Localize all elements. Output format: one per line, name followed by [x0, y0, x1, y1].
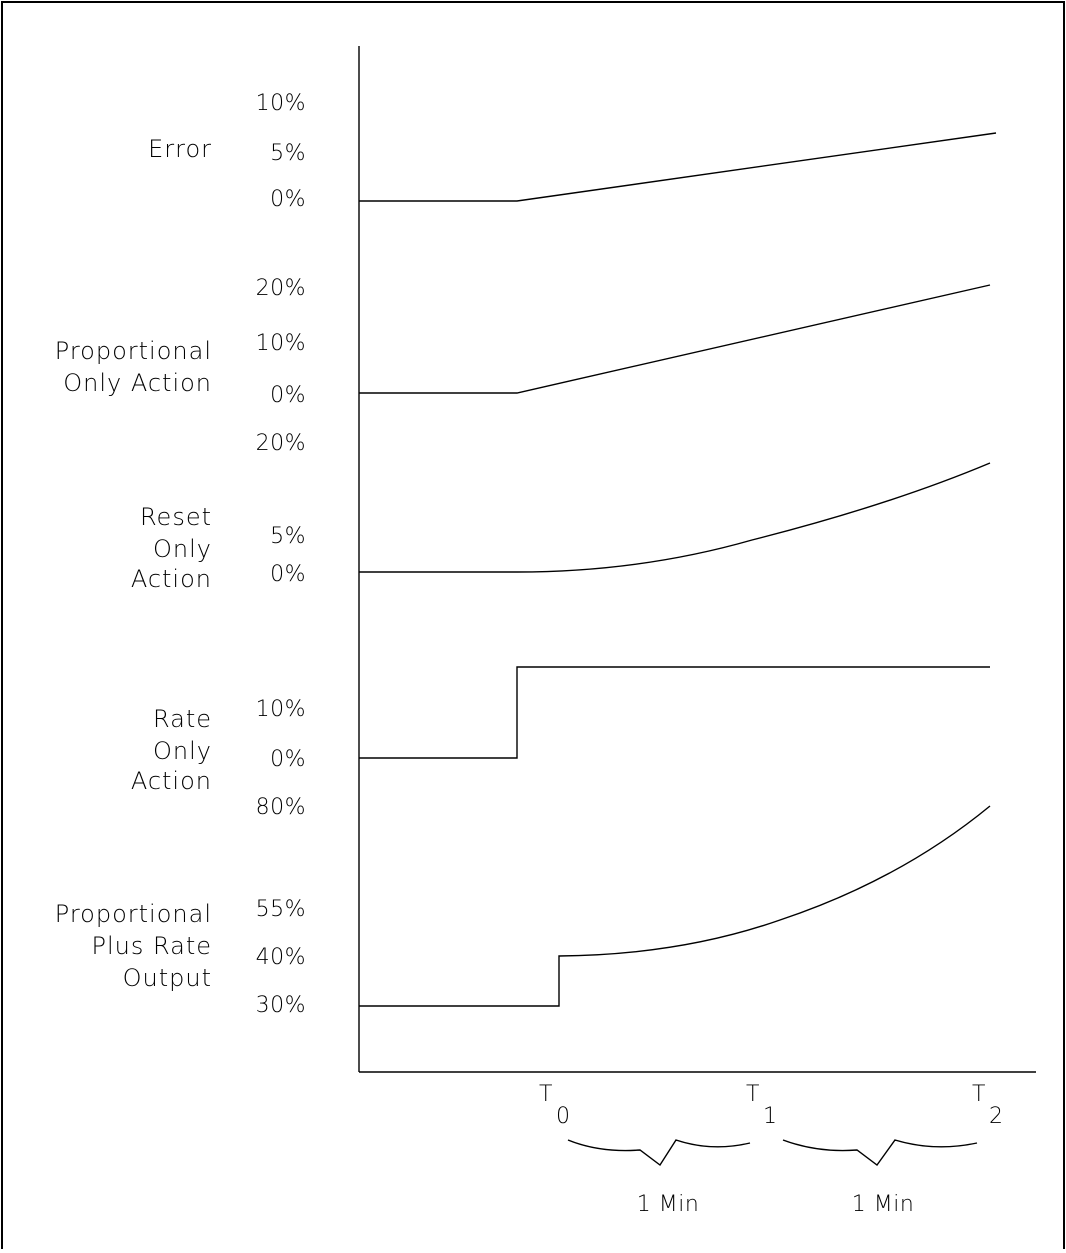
t1-subscript: 1 — [763, 1104, 777, 1129]
t2-subscript: 2 — [989, 1104, 1003, 1129]
proportional-label-line2: Only Action — [63, 369, 212, 397]
rate-tick-0: 0% — [270, 747, 306, 772]
rate-curve — [359, 666, 990, 759]
rate-tick-10: 10% — [256, 697, 306, 722]
prop-rate-label-line2: Plus Rate — [91, 932, 212, 960]
reset-label-line1: Reset — [140, 503, 212, 531]
prop-rate-tick-30: 30% — [256, 993, 306, 1018]
rate-label-line2: Only — [153, 737, 212, 765]
error-tick-5: 5% — [270, 141, 306, 166]
prop-rate-label-line1: Proportional — [55, 900, 212, 928]
prop-rate-tick-55: 55% — [256, 897, 306, 922]
rate-label-line3: Action — [131, 767, 212, 795]
time-marker-t1: T 1 — [746, 1082, 777, 1129]
reset-tick-0: 0% — [270, 562, 306, 587]
prop-rate-tick-40: 40% — [256, 945, 306, 970]
time-marker-t0: T 0 — [539, 1082, 570, 1129]
prop-rate-curve — [359, 805, 991, 1007]
reset-curve — [359, 462, 991, 573]
rate-label-line1: Rate — [153, 705, 212, 733]
interval-label-1: 1 Min — [637, 1192, 700, 1217]
error-tick-0: 0% — [270, 187, 306, 212]
proportional-label-line1: Proportional — [55, 337, 212, 365]
proportional-tick-0: 0% — [270, 383, 306, 408]
t1-letter: T — [746, 1082, 759, 1107]
proportional-curve — [359, 284, 991, 394]
reset-label-line3: Action — [131, 565, 212, 593]
prop-rate-tick-80: 80% — [256, 795, 306, 820]
error-label: Error — [148, 135, 212, 163]
prop-rate-label-line3: Output — [123, 964, 212, 992]
proportional-tick-10: 10% — [256, 331, 306, 356]
t0-subscript: 0 — [556, 1104, 570, 1129]
interval-label-2: 1 Min — [852, 1192, 915, 1217]
reset-tick-5: 5% — [270, 524, 306, 549]
error-curve — [359, 132, 997, 202]
reset-label-line2: Only — [153, 535, 212, 563]
interval-brace-1 — [567, 1139, 751, 1167]
reset-tick-20: 20% — [256, 431, 306, 456]
proportional-tick-20: 20% — [256, 276, 306, 301]
interval-brace-2 — [782, 1139, 978, 1166]
t2-letter: T — [972, 1082, 985, 1107]
time-marker-t2: T 2 — [972, 1082, 1003, 1129]
error-tick-10: 10% — [256, 91, 306, 116]
t0-letter: T — [539, 1082, 552, 1107]
